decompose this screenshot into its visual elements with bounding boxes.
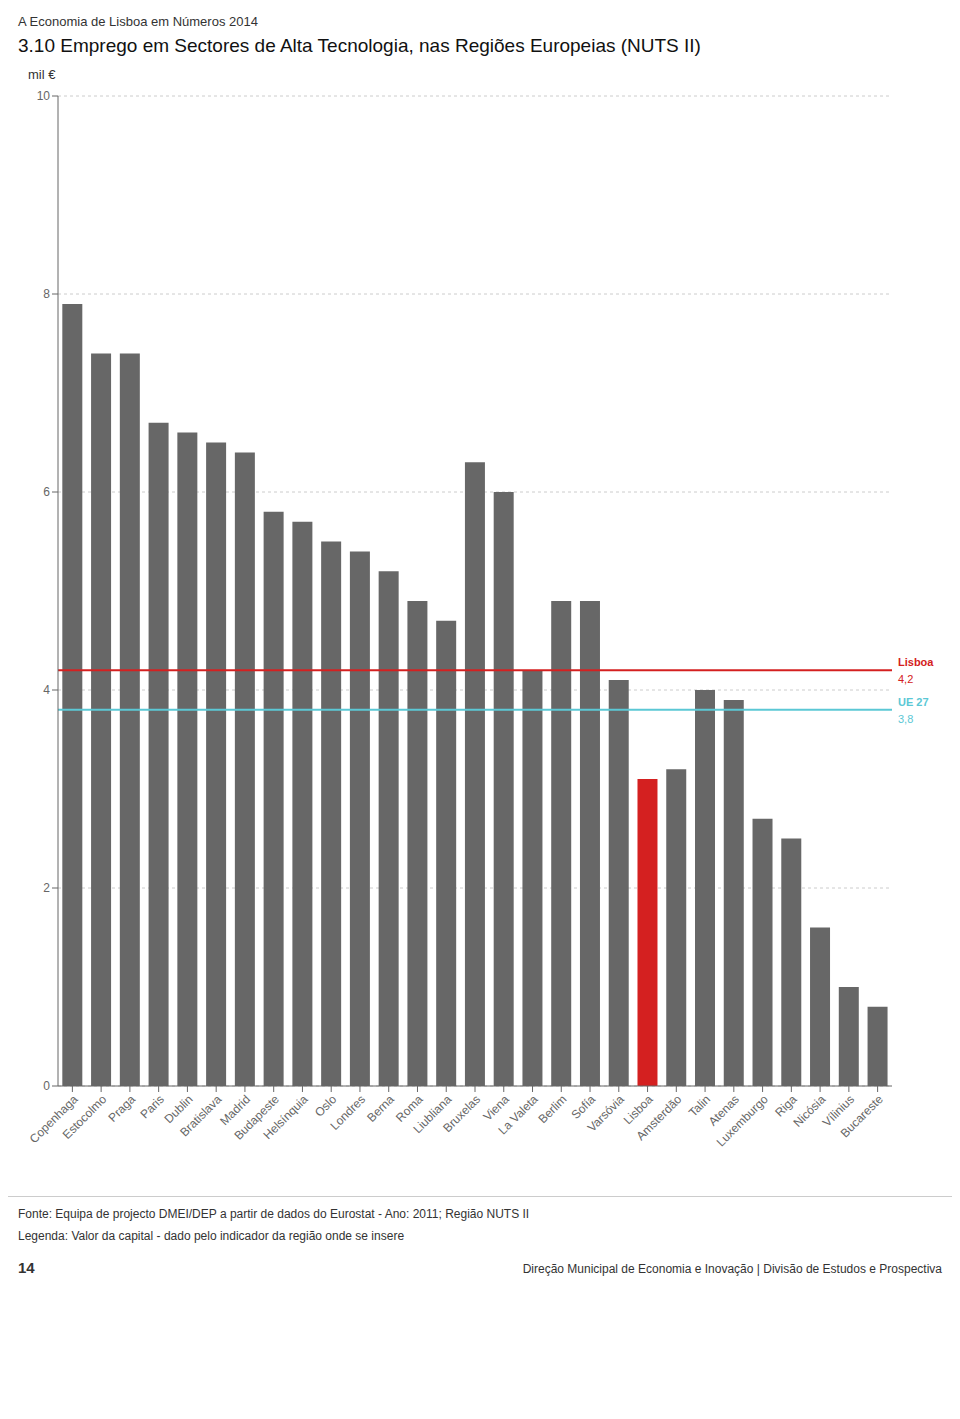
svg-text:6: 6 xyxy=(43,485,50,499)
svg-text:10: 10 xyxy=(37,89,51,103)
svg-text:Luxemburgo: Luxemburgo xyxy=(714,1092,771,1149)
svg-text:Liubliana: Liubliana xyxy=(410,1092,455,1137)
svg-text:Nicósia: Nicósia xyxy=(791,1092,829,1130)
html-text:mil €: mil € xyxy=(28,67,56,82)
svg-text:Bruxelas: Bruxelas xyxy=(440,1092,483,1135)
svg-text:Bratislava: Bratislava xyxy=(177,1092,224,1139)
svg-text:Londres: Londres xyxy=(328,1092,369,1133)
svg-text:4: 4 xyxy=(43,683,50,697)
svg-text:La Valeta: La Valeta xyxy=(496,1092,541,1137)
svg-text:Oslo: Oslo xyxy=(312,1092,340,1120)
svg-text:Paris: Paris xyxy=(137,1092,167,1122)
svg-text:4,2: 4,2 xyxy=(898,673,913,685)
svg-text:Copenhaga: Copenhaga xyxy=(26,1092,81,1146)
svg-text:2: 2 xyxy=(43,881,50,895)
svg-text:Sofía: Sofía xyxy=(568,1092,599,1122)
html-text:Fonte: Equipa de projecto DMEI: Fonte: Equipa de projecto DMEI/DEP a par… xyxy=(18,1207,530,1221)
html-text:A Economia de Lisboa em Número: A Economia de Lisboa em Números 2014 xyxy=(18,14,258,29)
svg-text:Berlim: Berlim xyxy=(535,1092,569,1126)
html-text:Legenda: Valor da capital - da: Legenda: Valor da capital - dado pelo in… xyxy=(18,1229,405,1243)
svg-text:Talin: Talin xyxy=(685,1092,714,1120)
svg-text:Praga: Praga xyxy=(105,1092,138,1125)
svg-text:Amsterdão: Amsterdão xyxy=(634,1092,685,1143)
svg-text:Helsínquia: Helsínquia xyxy=(261,1092,311,1142)
svg-text:Vílinius: Vílinius xyxy=(819,1092,857,1130)
svg-text:Estocolmo: Estocolmo xyxy=(60,1092,110,1142)
svg-text:UE 27: UE 27 xyxy=(898,696,929,708)
svg-text:Varsóvia: Varsóvia xyxy=(585,1092,628,1135)
svg-text:Berna: Berna xyxy=(364,1092,397,1125)
svg-text:Madrid: Madrid xyxy=(217,1092,254,1129)
svg-text:Budapeste: Budapeste xyxy=(231,1092,282,1143)
svg-text:0: 0 xyxy=(43,1079,50,1093)
svg-text:3,8: 3,8 xyxy=(898,713,913,725)
svg-text:8: 8 xyxy=(43,287,50,301)
svg-text:Lisboa: Lisboa xyxy=(898,656,934,668)
svg-text:Viena: Viena xyxy=(480,1092,512,1124)
svg-text:Bucareste: Bucareste xyxy=(838,1092,886,1140)
svg-text:Atenas: Atenas xyxy=(705,1092,742,1129)
svg-text:Dublin: Dublin xyxy=(161,1092,196,1127)
html-text:3.10 Emprego em Sectores de Al: 3.10 Emprego em Sectores de Alta Tecnolo… xyxy=(18,35,701,56)
svg-text:Roma: Roma xyxy=(393,1092,426,1125)
html-text:Direção Municipal de Economia: Direção Municipal de Economia e Inovação… xyxy=(522,1262,942,1276)
svg-text:Riga: Riga xyxy=(772,1092,800,1120)
html-text:14: 14 xyxy=(18,1259,35,1276)
svg-text:Lisboa: Lisboa xyxy=(620,1092,656,1128)
